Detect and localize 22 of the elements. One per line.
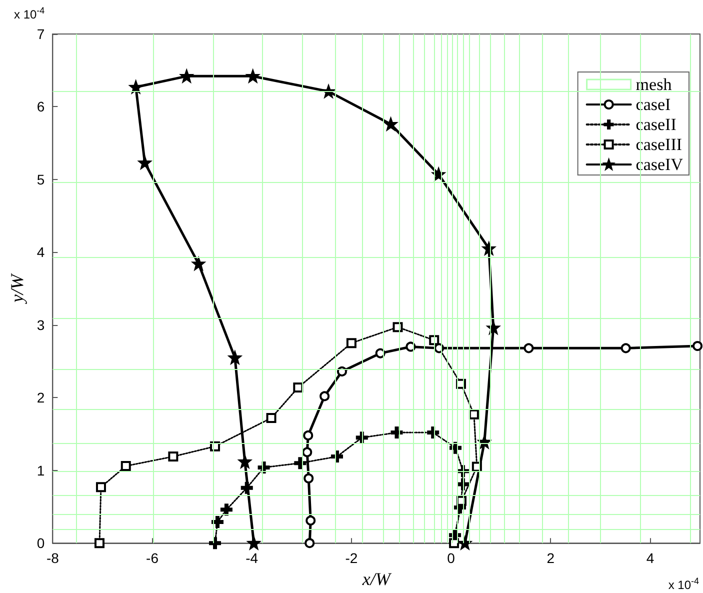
- x-tick-label: -6: [146, 550, 159, 566]
- legend-label: caseII: [636, 115, 677, 134]
- y-tick-label: 0: [36, 535, 45, 552]
- y-tick-label: 7: [36, 26, 45, 42]
- x-axis-title: x/W: [361, 569, 392, 589]
- x-tick-label: -8: [46, 550, 60, 566]
- legend-label: caseIII: [636, 135, 682, 154]
- x-tick-label: -2: [345, 550, 358, 566]
- y-tick-label: 3: [36, 316, 45, 333]
- y-tick-label: 4: [36, 244, 45, 260]
- legend-label: caseI: [636, 95, 672, 114]
- y-tick-label: 2: [36, 390, 45, 406]
- y-tick-label: 1: [36, 462, 45, 478]
- y-axis-title: y/W: [7, 272, 27, 305]
- x-tick-label: 2: [546, 550, 555, 566]
- y-tick-label: 6: [36, 98, 45, 115]
- legend-label: caseIV: [636, 155, 684, 174]
- y-tick-label: 5: [36, 171, 45, 188]
- x-tick-label: -4: [246, 550, 258, 566]
- x-tick-label: 0: [447, 550, 456, 566]
- legend-label: mesh: [636, 75, 672, 94]
- x-tick-label: 4: [646, 550, 654, 566]
